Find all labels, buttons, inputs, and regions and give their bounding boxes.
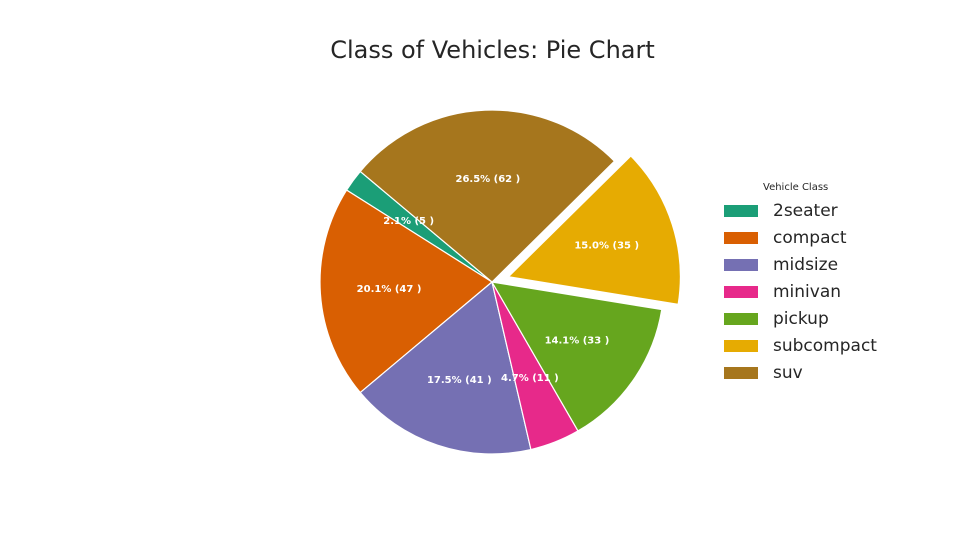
legend-swatch [724, 204, 758, 217]
slice-label-midsize: 17.5% (41 ) [427, 375, 492, 386]
slice-label-suv: 26.5% (62 ) [455, 174, 520, 185]
legend-item-midsize: midsize [724, 251, 904, 278]
legend: Vehicle Class 2seater compact midsize miniv… [724, 181, 904, 386]
legend-swatch [724, 258, 758, 271]
legend-item-subcompact: subcompact [724, 332, 904, 359]
legend-title: Vehicle Class [763, 182, 829, 193]
slice-label-2seater: 2.1% (5 ) [383, 216, 434, 227]
legend-label: pickup [773, 308, 829, 329]
legend-swatch [724, 339, 758, 352]
slice-label-compact: 20.1% (47 ) [357, 284, 422, 295]
pie-slices [319, 109, 681, 455]
legend-label: suv [773, 362, 803, 383]
legend-label: midsize [773, 254, 839, 275]
slice-label-minivan: 4.7% (11 ) [501, 373, 559, 384]
pie-slice-midsize [359, 280, 532, 455]
legend-item-pickup: pickup [724, 305, 904, 332]
legend-swatch [724, 366, 758, 379]
pie-slice-suv [359, 109, 616, 283]
legend-item-compact: compact [724, 224, 904, 251]
pie-slice-labels: 2.1% (5 ) 20.1% (47 ) 17.5% (41 ) 4.7% (11 … [357, 174, 639, 386]
legend-swatch [724, 285, 758, 298]
legend-swatch [724, 312, 758, 325]
legend-item-minivan: minivan [724, 278, 904, 305]
legend-label: compact [773, 227, 847, 248]
pie-slice-pickup [490, 281, 663, 432]
legend-item-suv: suv [724, 359, 904, 386]
legend-label: 2seater [773, 200, 838, 221]
chart-title: Class of Vehicles: Pie Chart [330, 36, 655, 64]
legend-label: minivan [773, 281, 842, 302]
slice-label-subcompact: 15.0% (35 ) [574, 240, 639, 251]
legend-label: subcompact [773, 335, 877, 356]
legend-swatch [724, 231, 758, 244]
legend-items: 2seater compact midsize minivan pickup subcom… [724, 197, 904, 386]
pie-slice-subcompact [507, 155, 681, 306]
slice-label-pickup: 14.1% (33 ) [545, 336, 610, 347]
legend-item-2seater: 2seater [724, 197, 904, 224]
pie-slice-compact [319, 189, 494, 394]
